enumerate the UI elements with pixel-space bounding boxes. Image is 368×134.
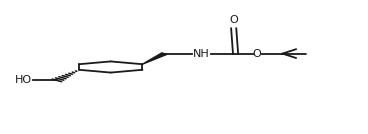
Polygon shape bbox=[142, 53, 167, 64]
Text: HO: HO bbox=[14, 75, 32, 85]
Text: O: O bbox=[252, 49, 261, 59]
Text: NH: NH bbox=[193, 49, 209, 59]
Text: O: O bbox=[229, 15, 238, 25]
